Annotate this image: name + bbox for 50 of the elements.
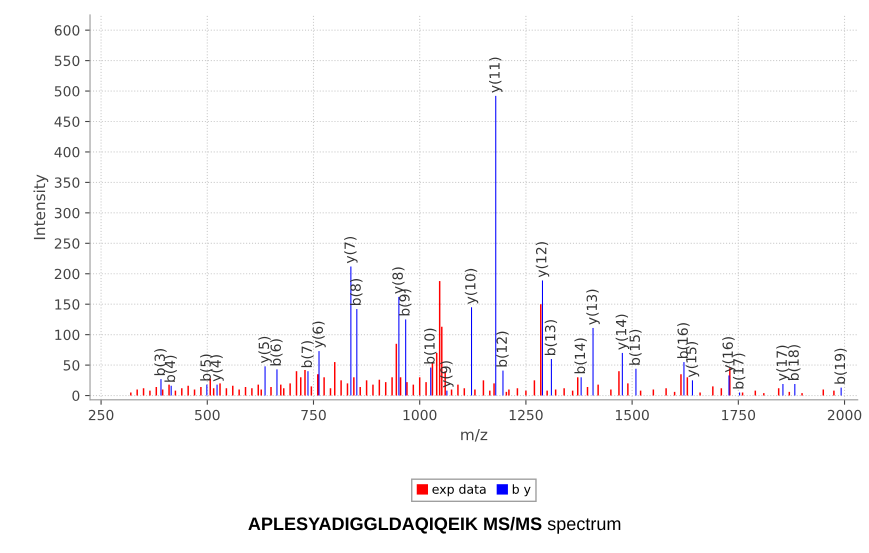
x-tick-label: 1000 [404, 410, 436, 420]
annotation: b(12) [496, 332, 509, 367]
y-tick-label: 100 [55, 330, 80, 340]
annotation: b(3) [154, 349, 167, 376]
x-tick-label: 500 [195, 410, 220, 420]
annotation: b(14) [574, 338, 587, 374]
y-tick-label: 200 [54, 268, 80, 280]
x-tick-label: 1500 [616, 410, 649, 420]
annotation: y(5) [258, 336, 272, 364]
x-tick-label: 1250 [510, 410, 543, 420]
y-axis-title: Intensity [33, 174, 48, 240]
annotation: y(7) [344, 236, 358, 264]
annotation: b(15) [629, 330, 642, 365]
y-tick-label: 550 [54, 56, 80, 66]
text: APLESYADIGGLDAQIQEIK MS/MS spectrum [248, 516, 620, 534]
y-tick-label: 500 [54, 86, 80, 97]
annotation: b(18) [788, 345, 800, 380]
annotation: b(4) [164, 356, 177, 382]
x-axis-title: m/z [461, 429, 488, 442]
annotation: y(17) [776, 346, 790, 381]
annotation: b(8) [350, 279, 362, 306]
annotation: b(5) [200, 354, 213, 381]
legend-label: b y [512, 484, 531, 496]
x-tick-label: 2000 [828, 410, 862, 420]
y-tick-label: 150 [55, 299, 80, 310]
annotation: b(6) [270, 339, 283, 366]
annotation: b(19) [834, 348, 847, 384]
y-tick-label: 300 [54, 208, 80, 218]
x-tick-label: 1750 [722, 410, 756, 420]
annotation: y(4) [210, 355, 224, 382]
legend-label: exp data [432, 484, 486, 496]
annotation: b(7) [301, 341, 314, 368]
annotation: y(12) [536, 242, 550, 278]
y-tick-label: 600 [54, 25, 80, 36]
annotation: b(13) [544, 320, 558, 355]
y-tick-label: 450 [54, 116, 80, 127]
annotation: y(11) [489, 58, 502, 93]
y-tick-label: 0 [72, 390, 80, 402]
annotation: y(9) [440, 361, 454, 388]
x-tick-label: 750 [301, 410, 326, 420]
x-tick-label: 250 [88, 410, 114, 420]
annotation: y(14) [616, 314, 630, 350]
y-tick-label: 400 [54, 146, 80, 158]
annotation: y(10) [464, 268, 478, 304]
y-tick-label: 50 [64, 360, 80, 371]
annotation: b(10) [424, 328, 436, 364]
annotation: y(13) [586, 290, 600, 325]
y-tick-label: 250 [54, 238, 80, 249]
y-tick-label: 350 [54, 177, 80, 188]
annotation: y(6) [312, 322, 326, 348]
